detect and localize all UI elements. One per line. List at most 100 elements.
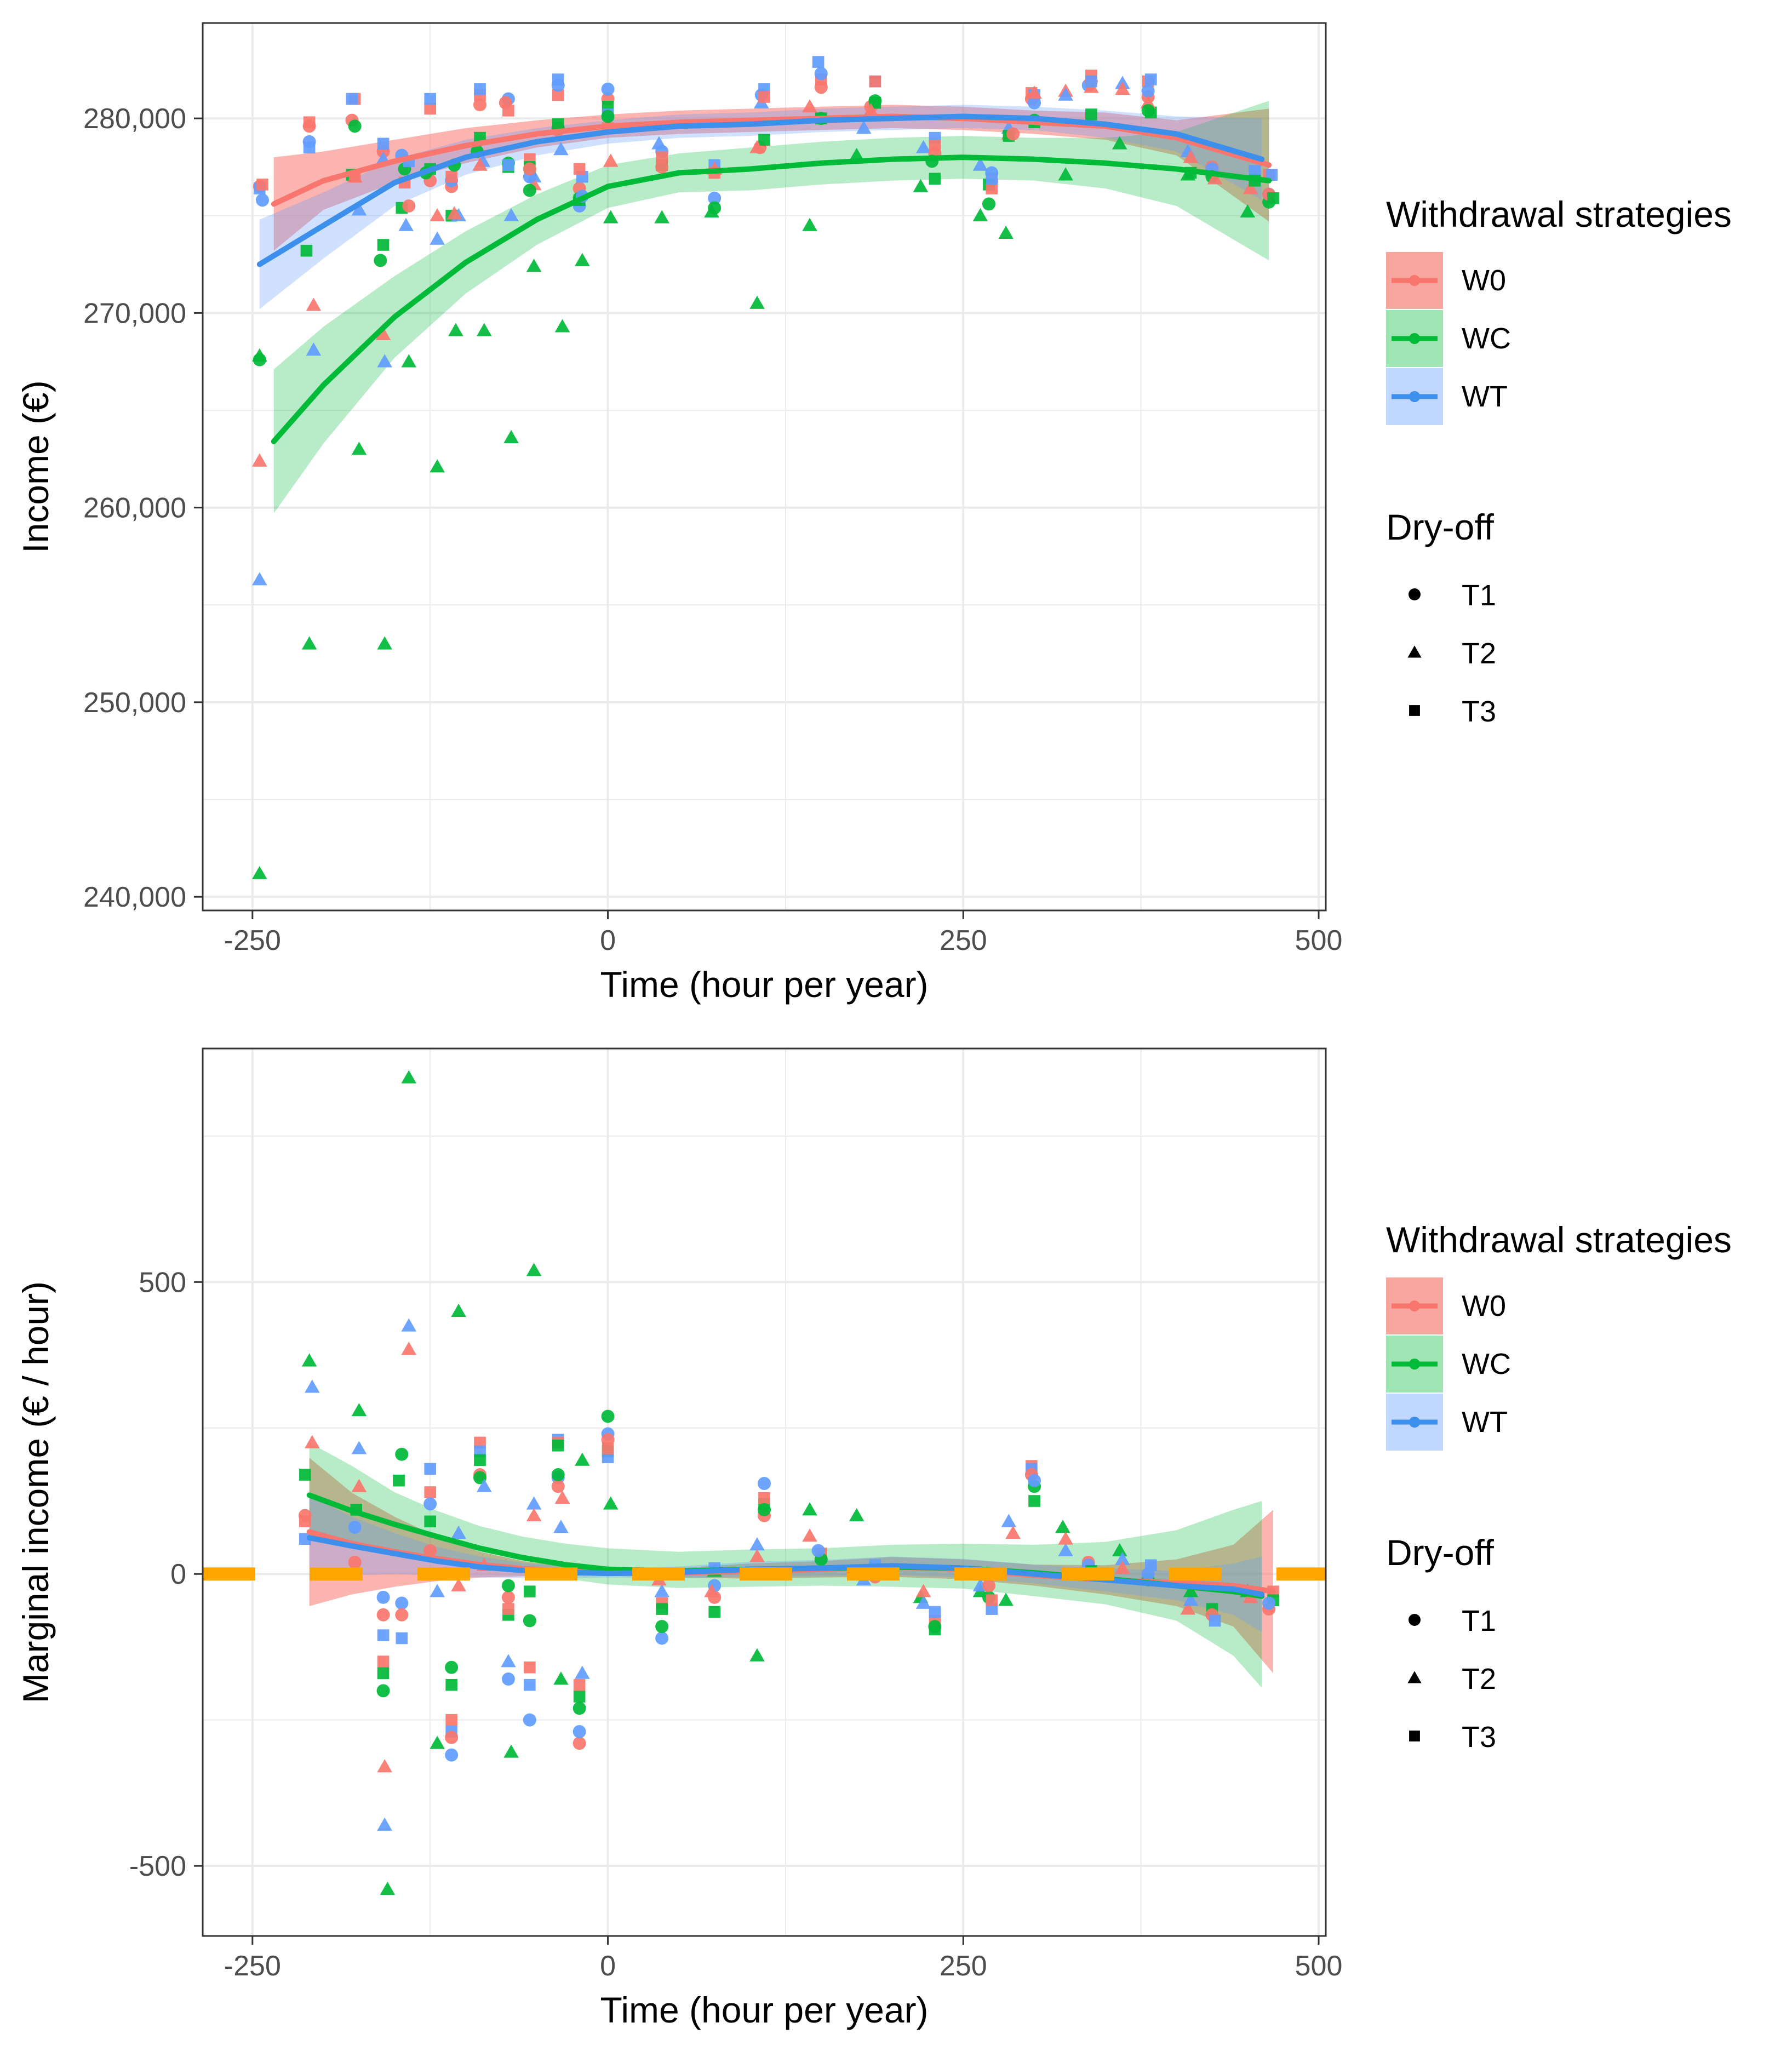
data-point-wt-t1 (376, 1590, 390, 1604)
data-point-wt-t2 (915, 1595, 931, 1609)
legend-point-wc (1409, 333, 1420, 344)
smooth-line-wt (256, 113, 1265, 267)
data-point-wc-t2 (351, 1402, 367, 1417)
data-point-wt-t1 (395, 1596, 409, 1610)
legend-key-wc: WC (1386, 310, 1511, 367)
data-point-w0-t3 (986, 1594, 998, 1606)
data-point-w0-t2 (430, 208, 445, 222)
data-point-wc-t2 (251, 866, 267, 879)
data-point-wc-t2 (603, 210, 619, 224)
data-point-w0-t1 (473, 98, 487, 112)
data-point-wt-t1 (758, 1477, 771, 1491)
data-point-wc-t2 (401, 1070, 417, 1084)
data-point-wc-t2 (377, 636, 392, 650)
data-point-wc-t1 (572, 1701, 586, 1715)
data-point-wc-t3 (929, 173, 941, 185)
data-point-w0-t2 (1243, 181, 1258, 194)
data-point-w0-t2 (451, 1578, 466, 1591)
data-point-wc-t3 (1028, 1495, 1040, 1507)
data-point-wt-t3 (1249, 165, 1261, 177)
data-point-wt-t1 (523, 1713, 536, 1727)
data-point-w0-t2 (306, 297, 322, 311)
data-point-wc-t3 (758, 134, 770, 146)
dryoff-legend-keys: T1 T2 T3 (1407, 1605, 1496, 1754)
confidence-band-wt (259, 105, 1262, 310)
data-point-w0-t2 (1180, 1601, 1196, 1615)
legend-point-wc (1409, 1359, 1420, 1370)
data-point-wt-t3 (502, 159, 514, 171)
confidence-band-w0 (309, 1458, 1273, 1674)
data-point-wc-t2 (575, 253, 590, 266)
data-point-wc-t3 (1267, 192, 1279, 204)
data-point-wt-t3 (524, 1678, 536, 1691)
income-panel: -250 0 250 500 240,000 250,000 260,000 270,000 2… (15, 22, 1343, 1005)
data-point-w0-t2 (915, 1584, 931, 1597)
legend-key-w0: W0 (1386, 252, 1506, 309)
data-point-wc-t2 (430, 459, 445, 473)
legend-key-t1: T1 (1409, 579, 1496, 612)
income-x-axis-title: Time (hour per year) (600, 964, 928, 1005)
legend-key-t2: T2 (1407, 637, 1496, 670)
data-point-wc-t1 (348, 119, 362, 133)
data-point-w0-t3 (377, 1655, 390, 1668)
y-tick-label: 260,000 (83, 492, 186, 524)
x-tick-label: 250 (940, 1950, 987, 1982)
data-point-wt-t2 (501, 1654, 516, 1668)
confidence-band-w0 (273, 105, 1269, 251)
data-point-wt-t3 (424, 1463, 436, 1475)
legend-shape-t3 (1409, 705, 1420, 716)
data-point-wt-t2 (351, 1441, 367, 1454)
data-point-wc-t2 (1112, 1543, 1127, 1556)
confidence-band-wc (273, 101, 1269, 514)
x-tick-label: -250 (224, 1950, 281, 1982)
data-point-w0-t1 (523, 162, 536, 176)
legend-shape-t2 (1407, 645, 1422, 658)
data-point-wc-t2 (1183, 1584, 1199, 1597)
data-point-w0-t3 (256, 179, 268, 191)
data-point-w0-t3 (573, 163, 586, 175)
legend-label-t3: T3 (1462, 1721, 1496, 1754)
data-point-wc-t3 (656, 1603, 668, 1615)
strategy-legend-title: Withdrawal strategies (1386, 1219, 1732, 1260)
income-y-axis-title: Income (€) (15, 380, 56, 553)
income-bands (259, 101, 1269, 514)
legend-label-w0: W0 (1462, 264, 1506, 297)
data-point-wc-t1 (445, 1660, 459, 1674)
legend-point-wt (1409, 1417, 1420, 1428)
data-point-wc-t2 (998, 225, 1014, 239)
legend-key-t1: T1 (1409, 1605, 1496, 1637)
data-point-w0-t3 (299, 1515, 311, 1528)
data-point-w0-t3 (602, 1442, 614, 1454)
data-point-wc-t1 (395, 1447, 409, 1461)
x-tick-label: 0 (600, 1950, 616, 1982)
dryoff-legend-keys: T1 T2 T3 (1407, 579, 1496, 728)
y-tick-label: -500 (129, 1851, 186, 1882)
data-point-wt-t3 (424, 93, 436, 105)
data-point-wt-t2 (451, 1525, 466, 1539)
data-point-wc-t2 (1058, 167, 1073, 181)
data-point-wc-t2 (972, 208, 988, 222)
data-point-wc-t3 (377, 239, 390, 251)
data-point-w0-t3 (552, 89, 564, 101)
data-point-wt-t1 (601, 82, 615, 96)
data-point-wc-t1 (253, 353, 266, 366)
data-point-w0-t2 (526, 1508, 542, 1521)
smooth-line-wc (271, 154, 1272, 444)
data-point-wc-t2 (526, 1263, 542, 1276)
data-point-wt-t2 (398, 217, 414, 231)
income-grid (203, 23, 1326, 910)
data-point-wc-t2 (351, 442, 367, 455)
data-point-w0-t2 (704, 1584, 719, 1597)
data-point-wt-t1 (445, 1748, 459, 1762)
x-tick-label: 500 (1295, 925, 1343, 956)
data-point-wc-t1 (601, 110, 615, 123)
data-point-wt-t3 (1085, 75, 1097, 88)
data-point-wt-t3 (346, 93, 358, 105)
data-point-w0-t1 (402, 199, 416, 213)
data-point-wt-t2 (915, 140, 931, 153)
data-point-wt-t2 (856, 121, 872, 134)
data-point-w0-t3 (573, 1678, 586, 1691)
data-point-w0-t2 (802, 99, 817, 113)
data-point-wt-t2 (351, 202, 367, 216)
